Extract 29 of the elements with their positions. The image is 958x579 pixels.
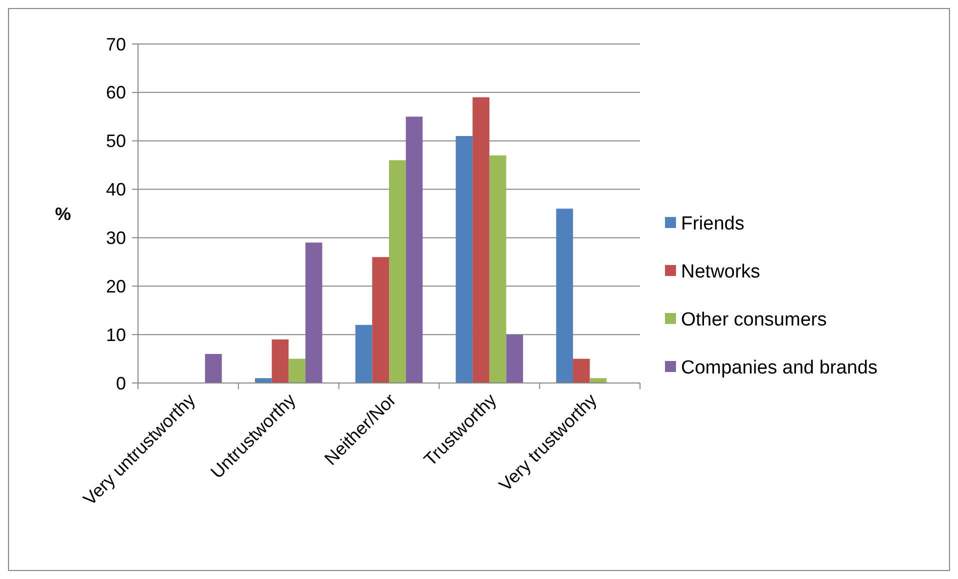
- y-tick-label: 30: [106, 228, 126, 248]
- y-tick-label: 70: [106, 34, 126, 54]
- y-tick-label: 40: [106, 180, 126, 200]
- bar: [389, 160, 406, 383]
- bar: [406, 116, 423, 383]
- bar: [506, 334, 524, 383]
- legend-label: Other consumers: [681, 310, 827, 331]
- y-tick-label: 60: [106, 82, 126, 103]
- bar: [205, 354, 222, 383]
- bar: [272, 339, 289, 383]
- y-tick-label: 20: [106, 276, 126, 296]
- bar: [254, 378, 272, 383]
- y-tick-label: 50: [106, 131, 126, 152]
- bar: [472, 97, 490, 383]
- bar: [305, 242, 322, 383]
- bar: [288, 358, 306, 383]
- bar: [572, 358, 590, 383]
- bar: [355, 324, 372, 383]
- bar: [372, 257, 389, 383]
- legend-label: Companies and brands: [681, 358, 878, 379]
- bar: [456, 136, 473, 383]
- legend-label: Networks: [681, 262, 760, 283]
- y-axis-title: %: [54, 204, 72, 224]
- y-tick-label: 10: [106, 324, 126, 345]
- bar: [556, 208, 573, 383]
- bar: [590, 378, 607, 383]
- bar: [489, 155, 506, 383]
- y-tick-label: 0: [116, 373, 126, 394]
- legend-label: Friends: [681, 214, 744, 235]
